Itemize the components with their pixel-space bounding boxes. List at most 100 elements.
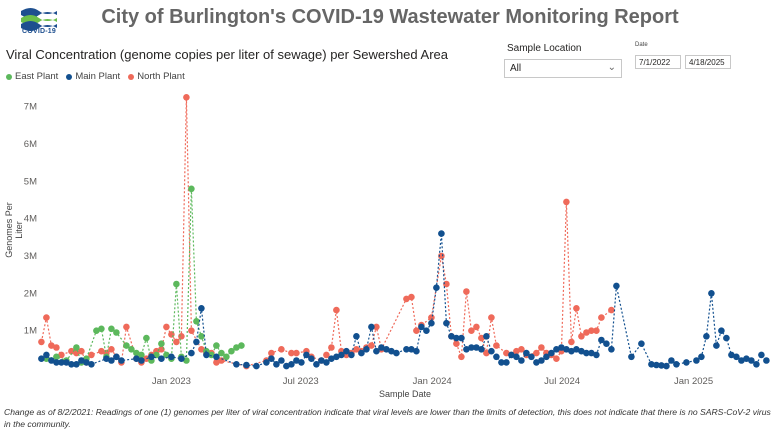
data-point-east-plant[interactable] — [238, 342, 245, 349]
data-point-east-plant[interactable] — [133, 349, 140, 357]
data-point-main-plant[interactable] — [473, 344, 480, 351]
data-point-north-plant[interactable] — [403, 295, 410, 303]
data-point-main-plant[interactable] — [458, 334, 465, 342]
data-point-main-plant[interactable] — [713, 342, 720, 349]
data-point-main-plant[interactable] — [118, 357, 125, 364]
data-point-north-plant[interactable] — [503, 349, 510, 357]
data-point-north-plant[interactable] — [588, 327, 595, 335]
data-point-main-plant[interactable] — [38, 355, 45, 363]
data-point-north-plant[interactable] — [573, 305, 580, 312]
data-point-north-plant[interactable] — [458, 353, 465, 361]
data-point-north-plant[interactable] — [553, 355, 560, 363]
data-point-main-plant[interactable] — [423, 327, 430, 335]
data-point-main-plant[interactable] — [103, 355, 110, 363]
data-point-main-plant[interactable] — [523, 349, 530, 357]
data-point-main-plant[interactable] — [363, 346, 370, 353]
data-point-main-plant[interactable] — [48, 357, 55, 364]
data-point-east-plant[interactable] — [153, 351, 160, 359]
data-point-main-plant[interactable] — [528, 353, 535, 361]
data-point-north-plant[interactable] — [413, 327, 420, 335]
data-point-main-plant[interactable] — [303, 351, 310, 359]
data-point-main-plant[interactable] — [428, 319, 435, 327]
data-point-east-plant[interactable] — [128, 346, 135, 353]
data-point-north-plant[interactable] — [483, 349, 490, 357]
data-point-north-plant[interactable] — [593, 327, 600, 335]
data-point-north-plant[interactable] — [328, 344, 335, 351]
data-point-north-plant[interactable] — [428, 314, 435, 321]
data-point-main-plant[interactable] — [738, 357, 745, 364]
data-point-main-plant[interactable] — [728, 351, 735, 359]
data-point-east-plant[interactable] — [73, 344, 80, 351]
data-point-north-plant[interactable] — [563, 198, 570, 206]
data-point-north-plant[interactable] — [568, 338, 575, 346]
data-point-north-plant[interactable] — [453, 340, 460, 348]
data-point-main-plant[interactable] — [113, 353, 120, 361]
data-point-main-plant[interactable] — [373, 347, 380, 355]
data-point-main-plant[interactable] — [83, 359, 90, 366]
data-point-main-plant[interactable] — [328, 355, 335, 363]
data-point-main-plant[interactable] — [88, 361, 95, 368]
data-point-main-plant[interactable] — [573, 346, 580, 353]
data-point-main-plant[interactable] — [673, 361, 680, 368]
data-point-east-plant[interactable] — [158, 340, 165, 348]
data-point-main-plant[interactable] — [448, 333, 455, 340]
data-point-main-plant[interactable] — [53, 359, 60, 366]
data-point-main-plant[interactable] — [343, 347, 350, 355]
data-point-main-plant[interactable] — [193, 338, 200, 346]
data-point-main-plant[interactable] — [603, 340, 610, 348]
data-point-main-plant[interactable] — [608, 346, 615, 353]
data-point-main-plant[interactable] — [253, 362, 260, 370]
data-point-north-plant[interactable] — [578, 333, 585, 340]
data-point-main-plant[interactable] — [168, 353, 175, 361]
data-point-main-plant[interactable] — [203, 351, 210, 359]
data-point-main-plant[interactable] — [588, 349, 595, 357]
data-point-east-plant[interactable] — [163, 351, 170, 359]
data-point-main-plant[interactable] — [188, 349, 195, 357]
data-point-north-plant[interactable] — [53, 344, 60, 351]
data-point-main-plant[interactable] — [318, 357, 325, 364]
date-start-input[interactable]: 7/1/2022 — [635, 55, 681, 69]
data-point-main-plant[interactable] — [383, 346, 390, 353]
data-point-main-plant[interactable] — [483, 333, 490, 340]
data-point-north-plant[interactable] — [58, 351, 65, 359]
data-point-north-plant[interactable] — [408, 293, 415, 301]
data-point-main-plant[interactable] — [463, 346, 470, 353]
data-point-main-plant[interactable] — [278, 357, 285, 364]
data-point-main-plant[interactable] — [63, 359, 70, 366]
data-point-north-plant[interactable] — [443, 280, 450, 288]
data-point-main-plant[interactable] — [493, 353, 500, 361]
data-point-main-plant[interactable] — [353, 333, 360, 340]
data-point-east-plant[interactable] — [188, 185, 195, 193]
data-point-main-plant[interactable] — [138, 357, 145, 364]
data-point-main-plant[interactable] — [503, 359, 510, 366]
data-point-main-plant[interactable] — [418, 323, 425, 331]
data-point-main-plant[interactable] — [433, 284, 440, 292]
data-point-north-plant[interactable] — [488, 314, 495, 321]
sample-location-select[interactable]: All ⌄ — [504, 59, 622, 78]
data-point-main-plant[interactable] — [308, 355, 315, 363]
data-point-east-plant[interactable] — [183, 357, 190, 364]
data-point-main-plant[interactable] — [658, 362, 665, 369]
data-point-north-plant[interactable] — [468, 327, 475, 335]
data-point-north-plant[interactable] — [368, 342, 375, 349]
data-point-main-plant[interactable] — [403, 346, 410, 353]
data-point-north-plant[interactable] — [98, 347, 105, 355]
data-point-north-plant[interactable] — [178, 333, 185, 340]
data-point-east-plant[interactable] — [53, 353, 60, 361]
data-point-north-plant[interactable] — [68, 347, 75, 355]
data-point-north-plant[interactable] — [478, 334, 485, 342]
data-point-main-plant[interactable] — [568, 347, 575, 355]
data-point-main-plant[interactable] — [263, 359, 270, 366]
data-point-main-plant[interactable] — [313, 361, 320, 368]
data-point-north-plant[interactable] — [518, 346, 525, 353]
data-point-main-plant[interactable] — [468, 344, 475, 351]
data-point-main-plant[interactable] — [693, 357, 700, 364]
data-point-north-plant[interactable] — [48, 342, 55, 349]
data-point-east-plant[interactable] — [198, 333, 205, 340]
data-point-main-plant[interactable] — [533, 359, 540, 366]
data-point-east-plant[interactable] — [223, 353, 230, 361]
data-point-main-plant[interactable] — [443, 319, 450, 327]
data-point-north-plant[interactable] — [608, 306, 615, 314]
data-point-main-plant[interactable] — [108, 357, 115, 364]
date-end-input[interactable]: 4/18/2025 — [685, 55, 731, 69]
